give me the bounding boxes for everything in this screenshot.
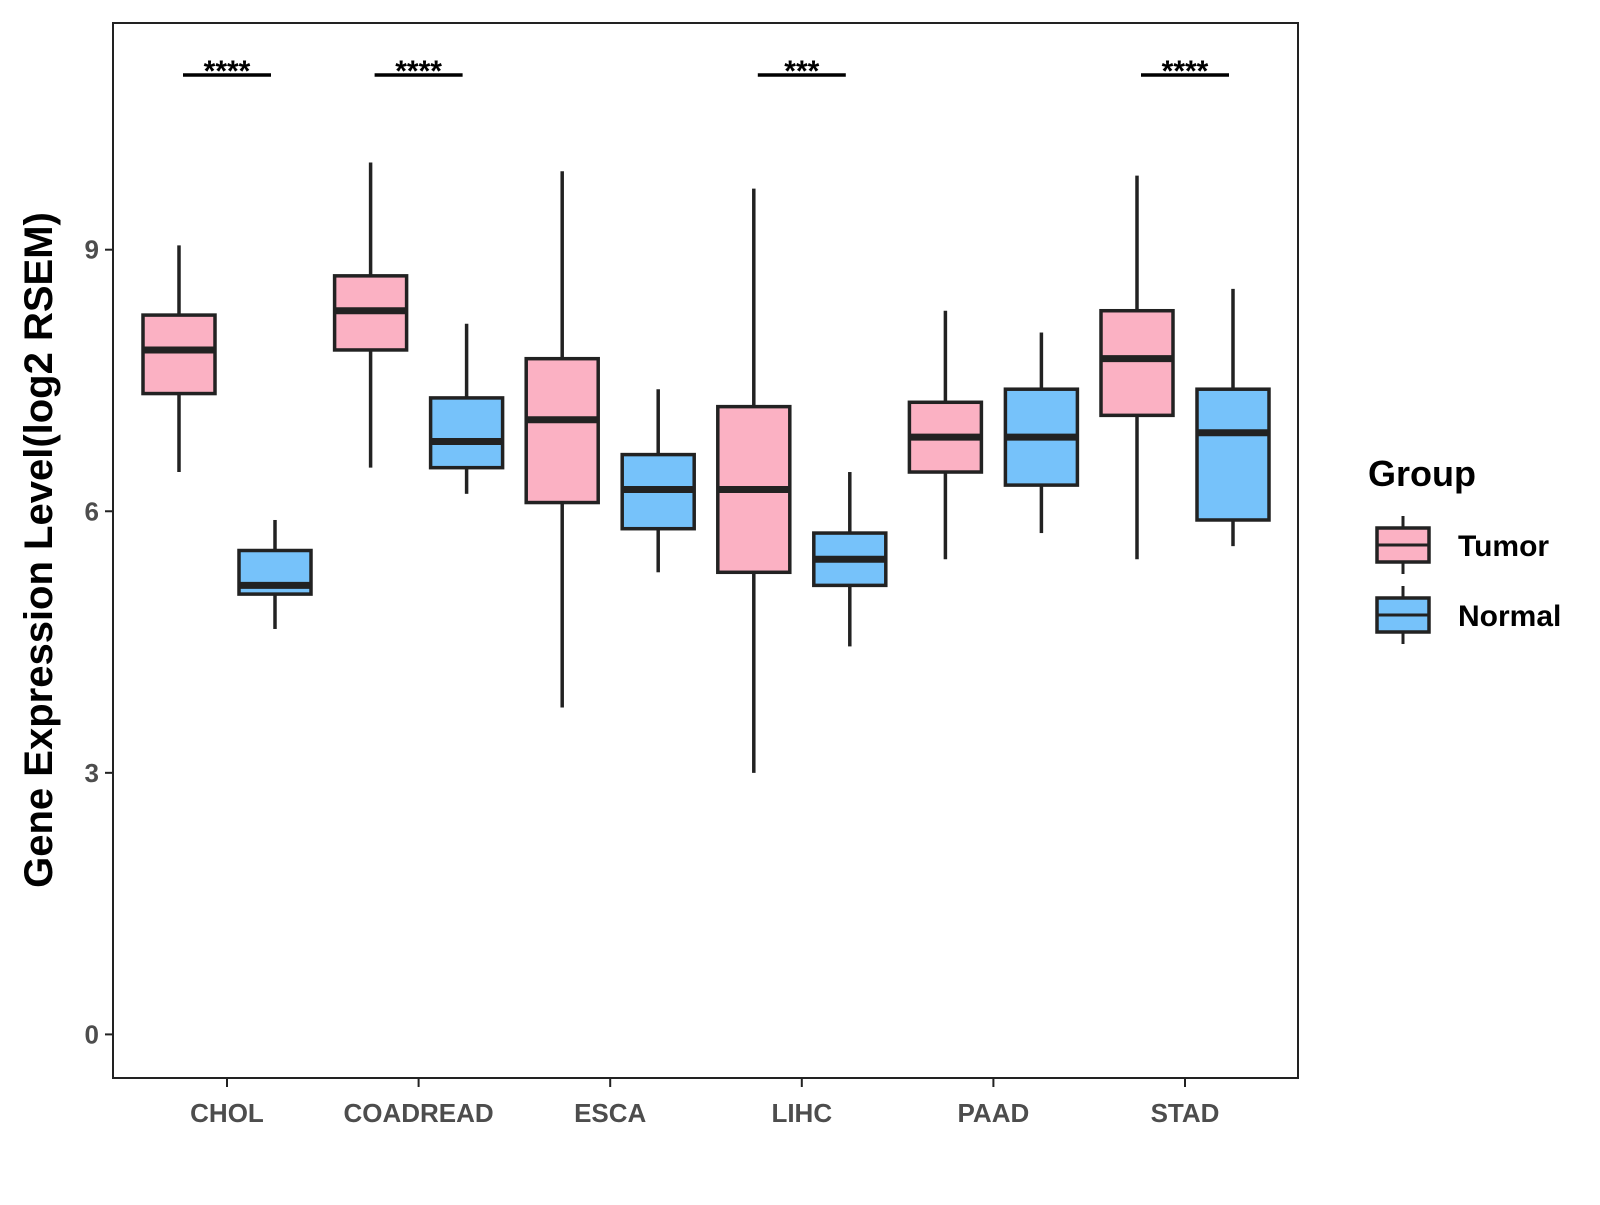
box-normal-paad <box>1003 332 1080 534</box>
x-tick-label: PAAD <box>958 1098 1030 1128</box>
box-normal-stad <box>1195 288 1271 547</box>
significance-stad: **** <box>1141 55 1229 88</box>
y-tick-label: 6 <box>85 496 99 526</box>
box-normal-lihc <box>812 472 888 647</box>
x-tick-label: CHOL <box>190 1098 264 1128</box>
box-series-group <box>141 162 1271 773</box>
box-tumor-stad <box>1099 175 1175 560</box>
box-tumor-lihc <box>716 188 792 773</box>
plot-panel-border <box>112 22 1299 1079</box>
significance-label: **** <box>1162 55 1209 88</box>
legend-items: Tumor Normal <box>1375 516 1561 644</box>
series-tumor <box>141 162 1175 773</box>
legend-item-normal: Normal <box>1375 586 1561 644</box>
box-tumor-chol <box>141 245 217 473</box>
legend: Group Tumor Normal <box>1368 453 1561 644</box>
y-axis-title: Gene Expression Level(log2 RSEM) <box>17 212 61 888</box>
x-tick-label: LIHC <box>771 1098 832 1128</box>
significance-label: *** <box>784 55 819 88</box>
box-body <box>1195 387 1271 522</box>
legend-label: Tumor <box>1458 530 1549 563</box>
box-tumor-coadread <box>332 162 409 468</box>
y-tick-label: 3 <box>85 758 99 788</box>
x-tick-label: ESCA <box>574 1098 646 1128</box>
legend-label: Normal <box>1458 600 1561 633</box>
box-body <box>428 396 505 470</box>
box-tumor-esca <box>524 171 600 708</box>
x-tick-label: STAD <box>1151 1098 1220 1128</box>
significance-chol: **** <box>183 55 271 88</box>
series-normal <box>237 288 1271 647</box>
box-tumor-paad <box>907 310 984 560</box>
legend-item-tumor: Tumor <box>1375 516 1549 574</box>
significance-label: **** <box>395 55 442 88</box>
significance-annotations: **** **** *** **** <box>183 55 1229 88</box>
box-body <box>524 356 600 505</box>
y-axis: 0 3 6 9 <box>85 235 113 1049</box>
significance-lihc: *** <box>757 55 846 88</box>
box-normal-chol <box>237 519 313 629</box>
x-axis: CHOL COADREAD ESCA LIHC PAAD STAD <box>190 1078 1219 1128</box>
legend-title: Group <box>1368 453 1476 494</box>
box-normal-coadread <box>428 323 505 494</box>
x-tick-label: COADREAD <box>343 1098 493 1128</box>
box-body <box>141 313 217 396</box>
box-normal-esca <box>620 389 696 573</box>
significance-coadread: **** <box>374 55 463 88</box>
y-tick-label: 9 <box>85 235 99 265</box>
y-tick-label: 0 <box>85 1019 99 1049</box>
significance-label: **** <box>204 55 251 88</box>
box-body <box>1099 308 1175 418</box>
